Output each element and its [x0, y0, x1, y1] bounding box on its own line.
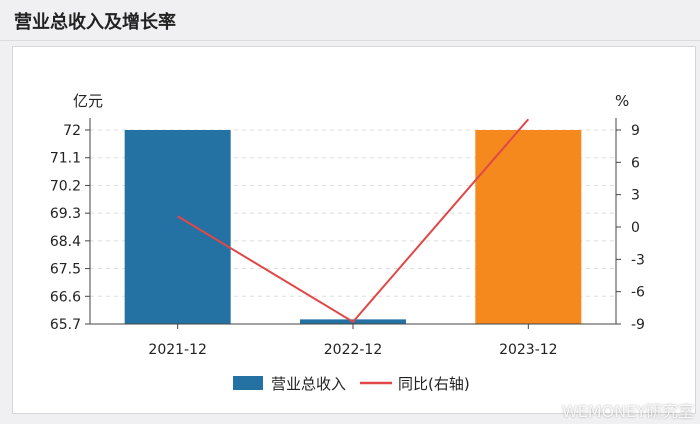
left-tick-label: 72: [63, 123, 81, 139]
chart-title: 营业总收入及增长率: [14, 12, 176, 33]
left-tick-label: 69.3: [50, 206, 81, 222]
right-tick-label: -3: [631, 252, 645, 268]
yoy-line: [177, 118, 530, 324]
right-tick-label: -6: [631, 285, 645, 301]
left-axis-unit: 亿元: [73, 92, 103, 110]
right-tick-label: -9: [631, 317, 645, 333]
right-tick-label: 3: [631, 188, 640, 204]
x-tick-label: 2021-12: [148, 342, 207, 358]
left-tick-label: 65.7: [50, 317, 81, 333]
legend-label-yoy: 同比(右轴): [398, 375, 470, 393]
x-tick-label: 2022-12: [324, 342, 383, 358]
left-tick-label: 71.1: [50, 151, 81, 167]
watermark: WEMONEY研究室: [561, 402, 694, 421]
right-axis-unit: %: [615, 92, 629, 110]
right-tick-label: 0: [631, 220, 640, 236]
legend-label-revenue: 营业总收入: [271, 375, 346, 393]
x-tick-label: 2023-12: [499, 342, 558, 358]
title-divider: [0, 40, 700, 41]
left-tick-label: 67.5: [50, 262, 81, 278]
left-tick-label: 70.2: [50, 178, 81, 194]
right-tick-label: 6: [631, 155, 640, 171]
left-tick-label: 66.6: [50, 289, 81, 305]
legend-swatch-revenue: [233, 376, 263, 390]
revenue-bar: [124, 130, 231, 324]
revenue-bar: [475, 130, 582, 324]
right-tick-label: 9: [631, 123, 640, 139]
left-tick-label: 68.4: [50, 234, 81, 250]
